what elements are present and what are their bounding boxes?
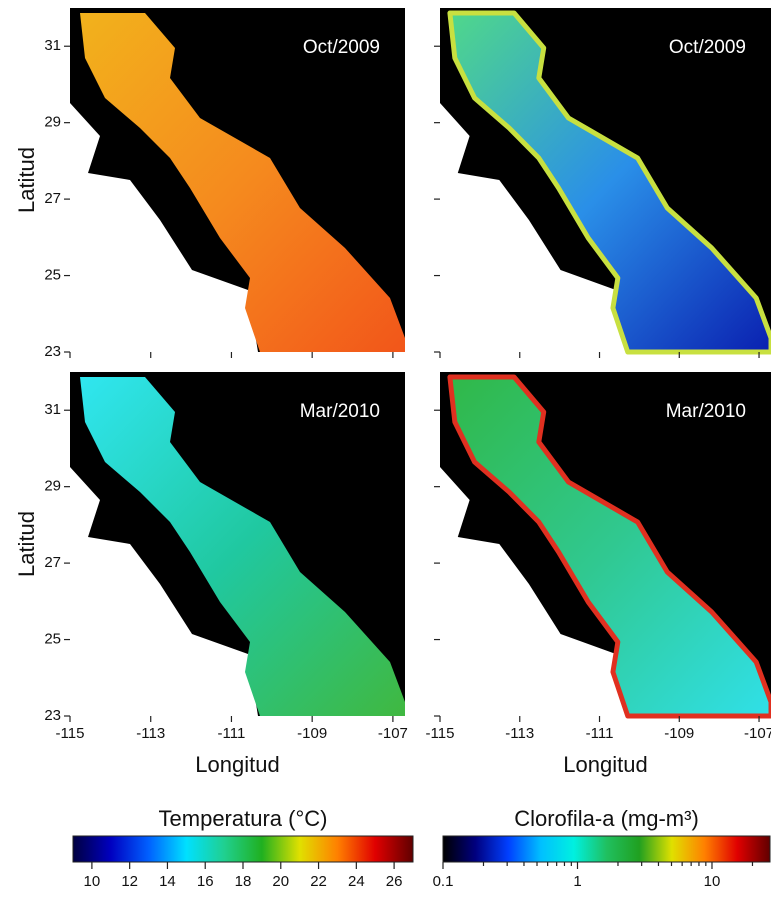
gulf — [447, 374, 771, 719]
y-tick-label: 25 — [44, 631, 61, 648]
x-tick-label: -107 — [378, 725, 408, 742]
map-area — [70, 13, 405, 352]
colorbar-tick-label: 10 — [704, 873, 721, 890]
map-area — [440, 374, 771, 719]
colorbar-tick-label: 18 — [235, 873, 252, 890]
x-tick-label: -107 — [744, 725, 771, 742]
colorbar-tick-label: 20 — [272, 873, 289, 890]
gulf — [447, 10, 771, 355]
colorbar-tick-label: 10 — [84, 873, 101, 890]
panel-label: Oct/2009 — [303, 37, 380, 58]
y-axis-label: Latitud — [14, 147, 39, 213]
gulf — [80, 377, 405, 716]
panel-label: Mar/2010 — [300, 401, 380, 422]
x-tick-label: -111 — [586, 725, 614, 742]
colorbar-tick-label: 26 — [386, 873, 403, 890]
x-tick-label: -109 — [297, 725, 327, 742]
y-tick-label: 29 — [44, 114, 61, 131]
map-area — [70, 377, 405, 716]
y-tick-label: 27 — [44, 190, 61, 207]
colorbar-tick-label: 0.1 — [433, 873, 454, 890]
y-tick-label: 29 — [44, 478, 61, 495]
colorbar-label: Clorofila-a (mg-m³) — [514, 806, 699, 831]
pacific — [440, 467, 626, 716]
pacific — [70, 467, 258, 716]
gulf — [80, 13, 405, 352]
colorbar-label: Temperatura (°C) — [159, 806, 328, 831]
pacific — [70, 103, 258, 352]
colorbar-tick-label: 22 — [310, 873, 327, 890]
y-tick-label: 31 — [44, 37, 61, 54]
x-tick-label: -111 — [218, 725, 246, 742]
colorbar-tick-label: 1 — [573, 873, 581, 890]
x-axis-label: Longitud — [563, 752, 647, 777]
panel-label: Oct/2009 — [669, 37, 746, 58]
y-tick-label: 25 — [44, 267, 61, 284]
y-tick-label: 31 — [44, 401, 61, 418]
x-axis-label: Longitud — [195, 752, 279, 777]
colorbar-tick-label: 24 — [348, 873, 365, 890]
colorbar-tick-label: 16 — [197, 873, 214, 890]
colorbar-tick-label: 14 — [159, 873, 176, 890]
panel-label: Mar/2010 — [666, 401, 746, 422]
x-tick-label: -115 — [426, 725, 455, 742]
y-tick-label: 23 — [44, 343, 61, 360]
pacific — [440, 103, 626, 352]
y-tick-label: 27 — [44, 554, 61, 571]
x-tick-label: -113 — [136, 725, 165, 742]
map-area — [440, 10, 771, 355]
y-axis-label: Latitud — [14, 511, 39, 577]
colorbar-tick-label: 12 — [121, 873, 138, 890]
y-tick-label: 23 — [44, 707, 61, 724]
colorbar — [442, 835, 771, 863]
colorbar — [72, 835, 414, 863]
x-tick-label: -115 — [56, 725, 85, 742]
x-tick-label: -113 — [505, 725, 534, 742]
x-tick-label: -109 — [664, 725, 694, 742]
